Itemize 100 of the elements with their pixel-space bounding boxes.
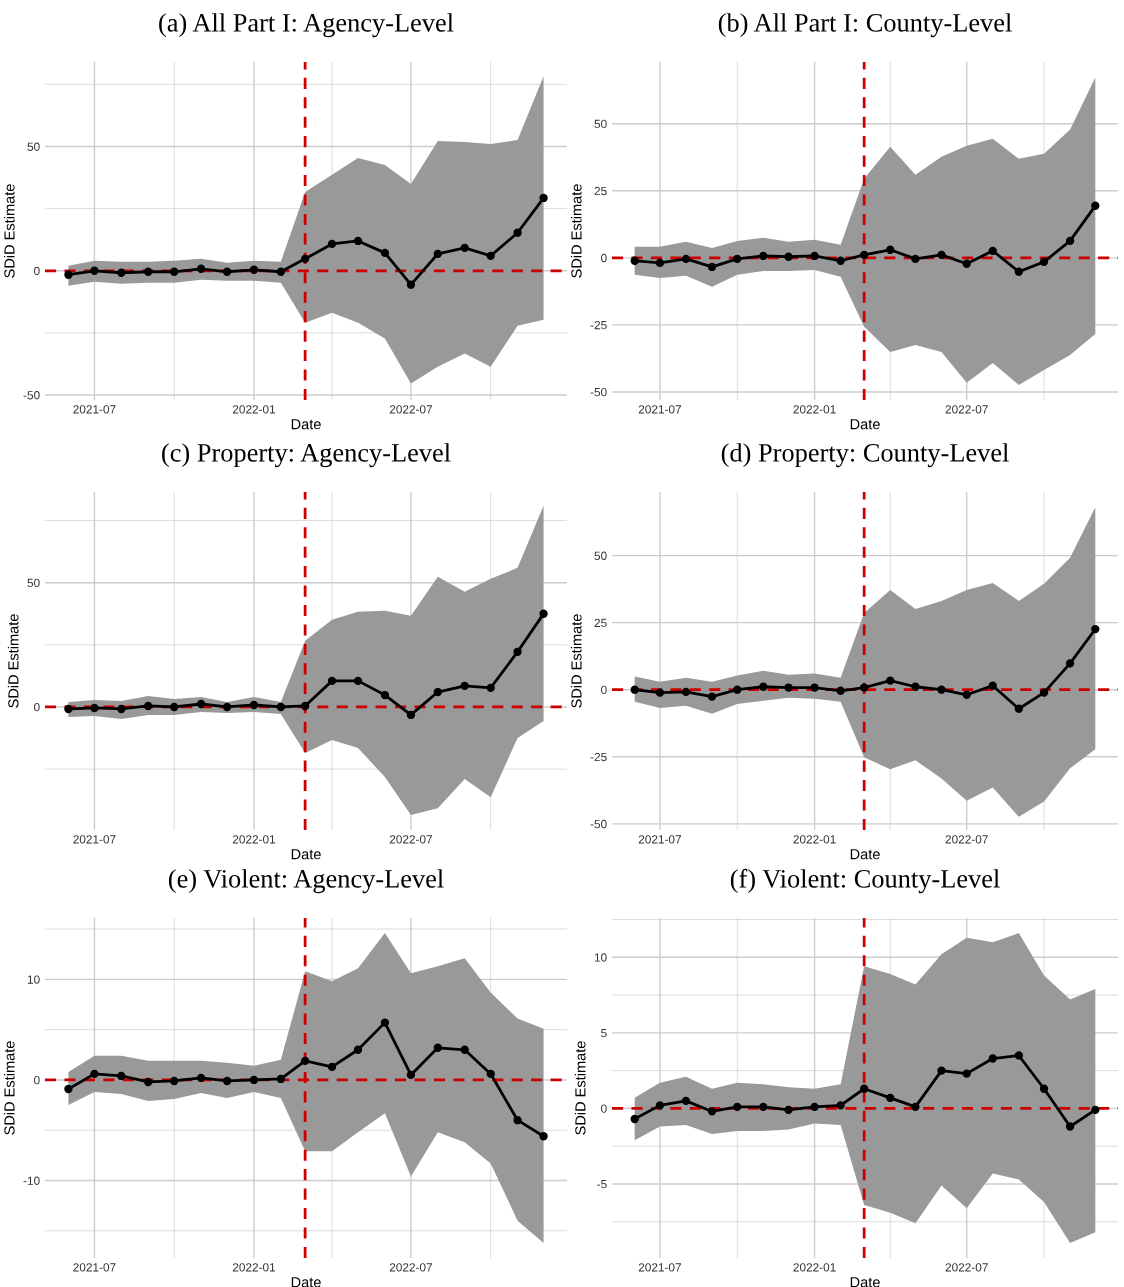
y-tick-label: -50: [590, 387, 607, 397]
chart-title: (a) All Part I: Agency-Level: [159, 13, 454, 38]
point: [170, 702, 179, 712]
point: [1065, 1122, 1075, 1131]
y-tick-label: 10: [594, 953, 607, 962]
chart-title: (b) All Part I: County-Level: [718, 13, 1012, 38]
y-tick-label: 50: [594, 551, 607, 560]
point: [655, 258, 665, 268]
y-tick-label: -5: [597, 1180, 607, 1189]
point: [630, 685, 639, 694]
point: [513, 228, 522, 237]
point: [1039, 257, 1049, 267]
x-tick-label: 2022-07: [945, 405, 988, 414]
point: [539, 1132, 548, 1141]
point: [276, 702, 286, 712]
y-axis-title: SDiD Estimate: [7, 614, 19, 708]
point: [513, 1116, 522, 1125]
y-tick-label: 25: [594, 186, 607, 196]
point: [784, 1105, 793, 1115]
chart-title: (d) Property: County-Level: [721, 443, 1009, 468]
point: [327, 676, 337, 686]
point: [1014, 1051, 1023, 1060]
y-tick-label: 0: [601, 685, 607, 695]
point: [911, 682, 920, 691]
point: [249, 265, 259, 274]
point: [222, 1076, 232, 1086]
y-tick-label: -25: [590, 752, 607, 762]
y-tick-label: -50: [23, 391, 40, 400]
point: [1014, 704, 1023, 713]
y-axis-title: SDiD Estimate: [570, 184, 582, 278]
point: [937, 685, 946, 694]
x-tick-label: 2021-07: [638, 405, 681, 414]
point: [988, 246, 997, 256]
x-axis-title: Date: [291, 1277, 321, 1287]
y-tick-label: -25: [590, 320, 607, 330]
point: [1065, 659, 1075, 668]
point: [276, 267, 286, 276]
x-tick-label: 2022-01: [232, 1263, 276, 1272]
x-tick-label: 2022-07: [389, 835, 432, 844]
y-axis-title: SDiD Estimate: [3, 184, 15, 278]
point: [276, 1074, 286, 1084]
point: [380, 1018, 390, 1027]
point: [64, 270, 73, 279]
point: [836, 1101, 845, 1110]
x-tick-label: 2021-07: [638, 835, 681, 844]
y-tick-label: -50: [590, 819, 607, 829]
point: [433, 687, 442, 697]
x-tick-label: 2022-01: [793, 835, 836, 844]
point: [117, 268, 126, 277]
point: [733, 685, 742, 694]
y-tick-label: 10: [27, 975, 40, 984]
point: [707, 262, 717, 272]
y-tick-label: 25: [594, 618, 607, 628]
x-tick-label: 2022-07: [389, 1263, 432, 1272]
point: [1039, 1084, 1049, 1093]
y-tick-label: -10: [23, 1176, 40, 1185]
point: [988, 681, 997, 690]
point: [460, 1045, 469, 1054]
point: [196, 1073, 206, 1083]
point: [1091, 1105, 1100, 1115]
y-tick-label: 0: [34, 1075, 40, 1085]
point: [733, 254, 742, 264]
x-axis-title: Date: [850, 849, 880, 860]
point: [327, 239, 337, 249]
point: [962, 690, 971, 699]
chart-title: (c) Property: Agency-Level: [162, 443, 451, 468]
point: [681, 687, 691, 697]
point: [353, 236, 363, 246]
point: [64, 1084, 73, 1094]
point: [433, 249, 442, 259]
point: [90, 266, 99, 275]
point: [486, 683, 495, 693]
y-tick-label: 50: [27, 142, 40, 151]
point: [222, 702, 232, 712]
point: [353, 1045, 363, 1054]
point: [1039, 688, 1049, 697]
x-tick-label: 2022-01: [793, 405, 836, 414]
chart-title: (e) Violent: Agency-Level: [168, 869, 444, 894]
point: [1014, 267, 1023, 276]
y-tick-label: 0: [34, 703, 40, 712]
x-tick-label: 2022-01: [232, 405, 276, 414]
y-tick-label: 50: [594, 119, 607, 129]
point: [170, 267, 179, 276]
y-tick-label: 50: [27, 578, 40, 588]
point: [406, 1070, 416, 1080]
point: [406, 710, 416, 720]
y-tick-label: 0: [601, 253, 607, 263]
point: [486, 251, 495, 261]
x-tick-label: 2021-07: [638, 1263, 681, 1272]
point: [937, 250, 946, 260]
point: [962, 1069, 971, 1078]
point: [222, 267, 232, 276]
point: [353, 676, 363, 686]
point: [300, 701, 310, 711]
point: [539, 609, 548, 618]
point: [539, 193, 548, 203]
point: [784, 252, 793, 261]
point: [810, 1102, 819, 1112]
point: [886, 1093, 895, 1102]
point: [707, 692, 717, 701]
